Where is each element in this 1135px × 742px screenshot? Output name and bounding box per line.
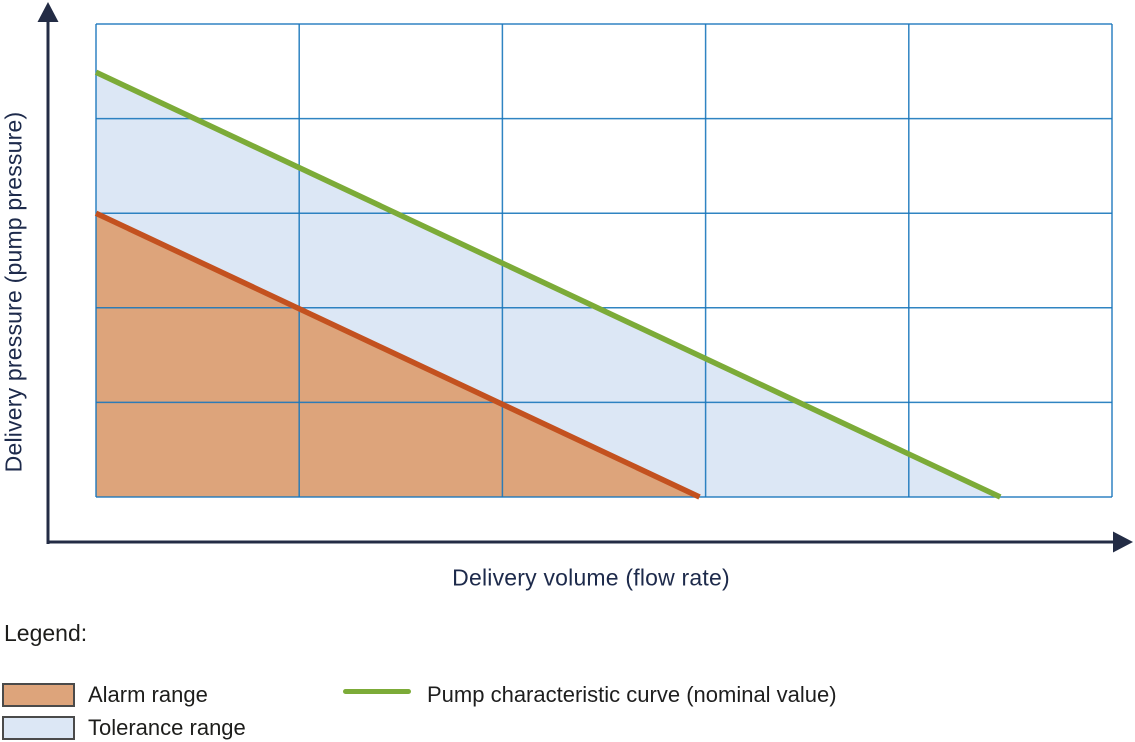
nominal-curve-label: Pump characteristic curve (nominal value…	[427, 682, 837, 707]
y-axis-arrow	[37, 2, 59, 544]
tolerance-range-label: Tolerance range	[88, 715, 246, 740]
x-axis-label: Delivery volume (flow rate)	[452, 564, 730, 591]
x-axis-arrow	[46, 531, 1133, 553]
alarm-range-swatch	[2, 683, 75, 707]
chart-area: Delivery pressure (pump pressure) Delive…	[0, 2, 1133, 591]
alarm-range-label: Alarm range	[88, 682, 208, 707]
nominal-curve-swatch	[343, 689, 411, 694]
alarm-range-upper-boundary-line	[94, 210, 701, 500]
pump-chart-svg	[37, 2, 1133, 553]
curves-layer	[94, 69, 1002, 500]
y-axis-label: Delivery pressure (pump pressure)	[0, 111, 27, 473]
grid-layer	[95, 23, 1113, 498]
pump-characteristic-curve-nominal-value--line	[94, 69, 1002, 500]
legend-title: Legend:	[4, 620, 88, 646]
tolerance-range-swatch	[2, 716, 75, 740]
